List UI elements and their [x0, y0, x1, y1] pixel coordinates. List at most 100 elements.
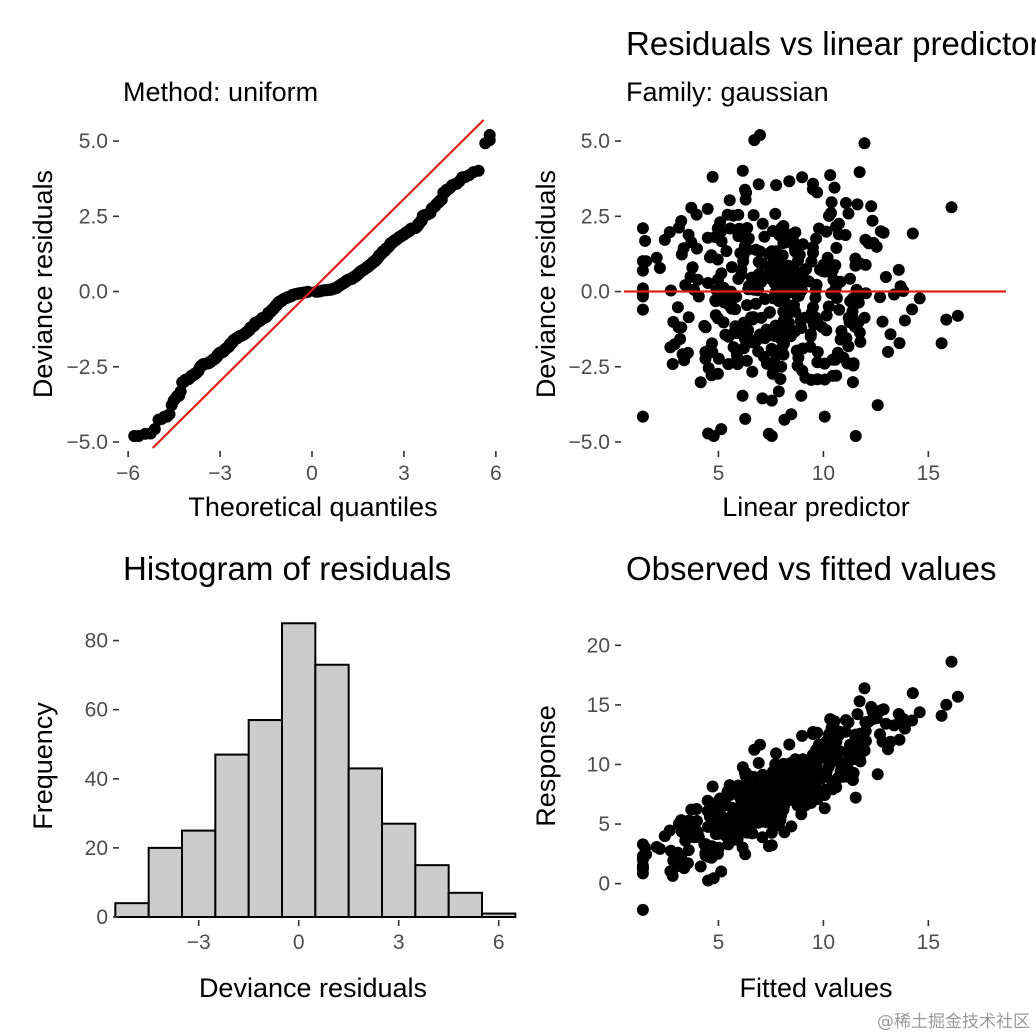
data-point [807, 301, 819, 314]
data-point [830, 292, 843, 304]
y-tick-label: −2.5 [67, 356, 108, 379]
data-point [799, 371, 812, 384]
data-point [820, 309, 833, 322]
data-point [818, 789, 831, 801]
data-point [734, 791, 747, 804]
data-point [789, 325, 802, 338]
data-point [951, 309, 964, 322]
data-point [859, 258, 872, 271]
x-tick-label: 3 [393, 931, 405, 954]
data-point [636, 264, 649, 277]
histogram-bar [147, 846, 184, 919]
data-point [787, 773, 800, 786]
data-point [783, 738, 796, 751]
residuals-panel-subtitle: Family: gaussian [626, 77, 829, 107]
data-point [748, 743, 761, 756]
data-point [653, 262, 666, 274]
data-point [884, 328, 897, 341]
data-point [858, 682, 871, 695]
data-point [694, 860, 707, 873]
data-point [804, 785, 817, 798]
histogram-marks [114, 622, 517, 919]
data-point [698, 319, 711, 332]
y-tick-label: 5.0 [581, 130, 610, 153]
data-point [906, 687, 919, 700]
data-point [746, 365, 759, 378]
data-point [945, 655, 958, 668]
data-point [767, 256, 780, 269]
data-point [756, 768, 769, 781]
data-point [879, 271, 892, 283]
observed-panel-axes: 5 10 15 0 5 10 15 20 [587, 634, 940, 954]
data-point [839, 725, 852, 738]
data-point [723, 194, 736, 207]
data-point [763, 306, 776, 319]
data-point [854, 335, 867, 348]
data-point [796, 171, 809, 184]
data-point [859, 233, 872, 246]
data-point [750, 813, 763, 826]
data-point [756, 258, 769, 271]
data-point [818, 373, 831, 386]
data-point [804, 340, 817, 353]
data-point [725, 295, 737, 308]
data-point [842, 357, 855, 370]
histogram-bar [114, 902, 150, 919]
data-point [706, 170, 719, 183]
reference-line [151, 119, 485, 449]
data-point [935, 337, 948, 350]
data-point [853, 166, 866, 179]
data-point [706, 840, 718, 853]
data-point [859, 725, 872, 737]
y-tick-label: 0.0 [581, 281, 610, 304]
data-point [778, 295, 791, 308]
data-point [636, 838, 649, 851]
histogram-title: Histogram of residuals [123, 550, 451, 587]
data-point [472, 164, 485, 177]
data-point [729, 320, 742, 333]
y-tick-label: −5.0 [569, 431, 610, 454]
histogram-bar [381, 822, 417, 919]
data-point [842, 207, 855, 220]
y-tick-label: 40 [85, 768, 108, 791]
x-tick-label: 5 [713, 462, 725, 485]
data-point [770, 747, 783, 760]
data-point [742, 233, 755, 246]
data-point [828, 181, 841, 194]
histogram-bar [181, 829, 217, 918]
histogram-xlabel: Deviance residuals [199, 973, 427, 1003]
y-tick-label: 2.5 [581, 205, 610, 228]
x-tick-label: −3 [187, 931, 211, 954]
data-point [636, 222, 649, 235]
data-point [913, 706, 926, 719]
data-point [701, 202, 714, 215]
data-point [767, 776, 780, 789]
data-point [663, 226, 676, 239]
observed-vs-fitted-panel: Observed vs fitted values 5 10 1505101520 … [531, 550, 997, 1003]
data-point [783, 175, 796, 188]
data-point [893, 337, 906, 350]
data-point [807, 726, 819, 738]
y-tick-label: 2.5 [79, 205, 108, 228]
data-point [769, 207, 782, 220]
data-point [945, 201, 958, 214]
data-point [826, 353, 839, 366]
data-point [762, 329, 775, 342]
x-tick-label: 0 [293, 931, 305, 954]
data-point [769, 346, 781, 359]
data-point [784, 228, 796, 241]
qq-plot-panel: Method: uniform −6 −3 0 3 6 −5.0 −2.5 0.0 2.5 5.0… [28, 77, 502, 522]
data-point [824, 169, 837, 182]
data-point [765, 430, 778, 442]
data-point [792, 351, 805, 364]
data-point [906, 303, 919, 316]
data-point [809, 291, 822, 304]
data-point [794, 315, 807, 328]
data-point [802, 275, 815, 288]
data-point [840, 332, 853, 345]
qq-plot-ylabel: Deviance residuals [28, 170, 58, 398]
data-point [732, 223, 745, 236]
data-point [830, 241, 843, 254]
data-point [787, 279, 800, 292]
observed-panel-marks [636, 655, 964, 916]
